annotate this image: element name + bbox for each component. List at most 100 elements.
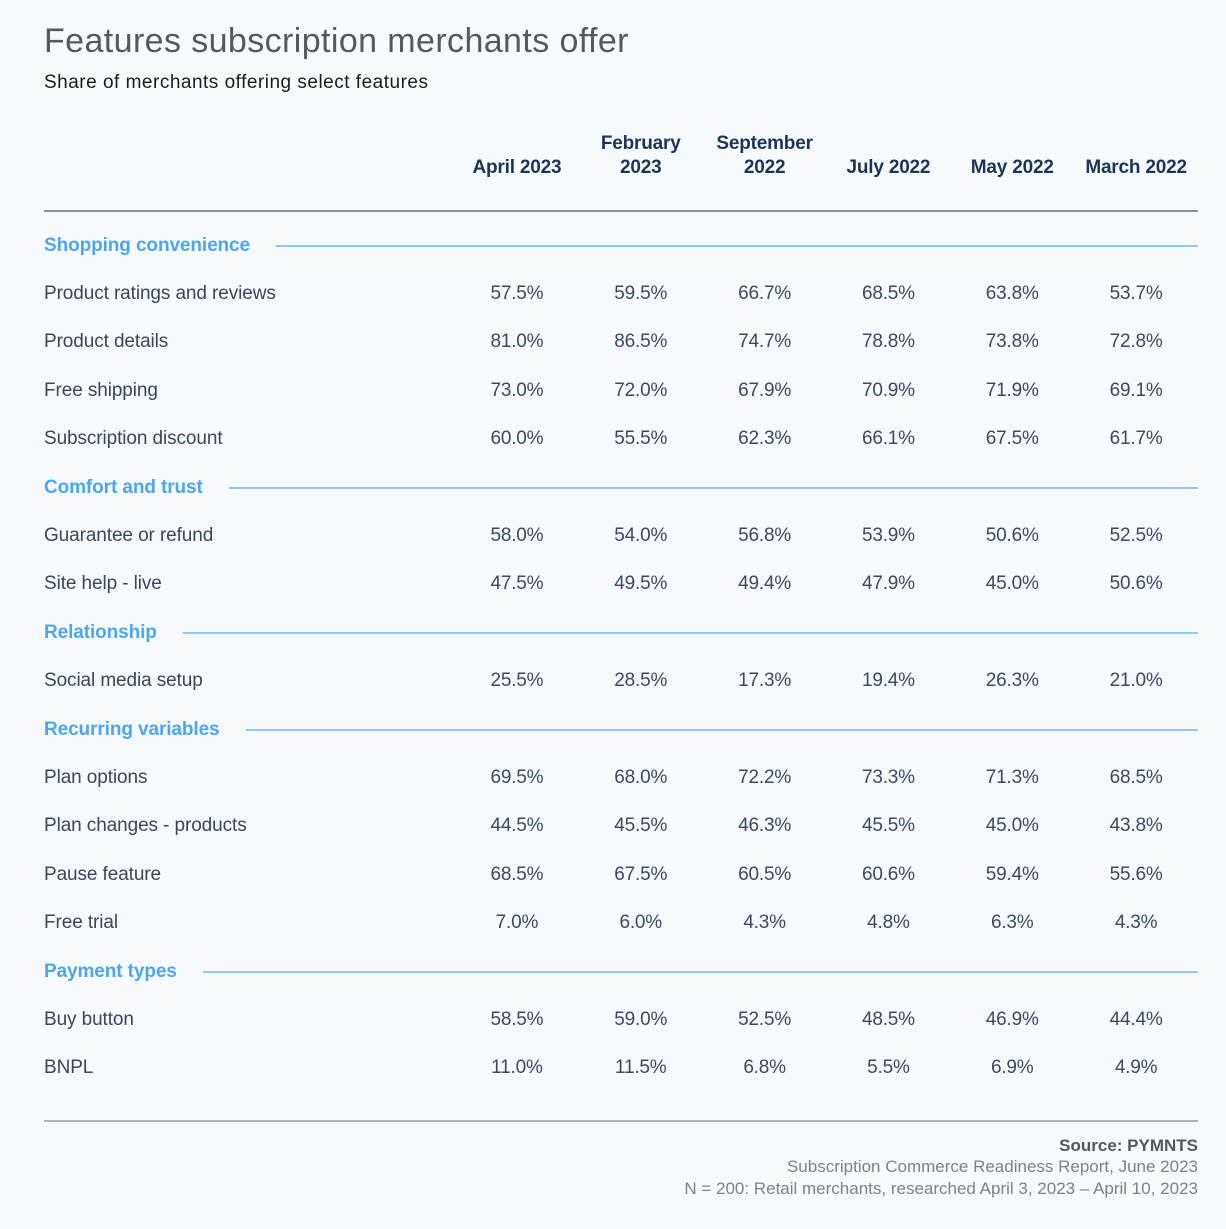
row-label: Site help - live xyxy=(44,573,162,595)
value-cell: 46.3% xyxy=(738,815,792,837)
value-cell: 58.0% xyxy=(490,525,544,547)
value-cell: 7.0% xyxy=(495,912,539,934)
value-cell: 6.0% xyxy=(619,912,662,934)
table-row: Social media setup 25.5% 28.5% 17.3% 19.4% 26… xyxy=(44,657,1198,705)
table-row: Product details 81.0% 86.5% 74.7% 78.8% 73.8%… xyxy=(44,318,1198,366)
value-cell: 45.5% xyxy=(861,815,915,837)
value-cell: 66.1% xyxy=(861,428,915,450)
value-cell: 45.0% xyxy=(985,573,1039,595)
section-header: Comfort and trust xyxy=(44,463,1198,511)
value-cell: 46.9% xyxy=(985,1008,1039,1030)
value-cell: 19.4% xyxy=(861,670,915,692)
value-cell: 11.5% xyxy=(615,1057,667,1079)
value-cell: 50.6% xyxy=(985,525,1039,547)
value-cell: 49.5% xyxy=(614,573,668,595)
value-cell: 50.6% xyxy=(1109,573,1163,595)
row-label: Guarantee or refund xyxy=(44,525,214,547)
value-cell: 62.3% xyxy=(738,428,792,450)
section-divider-line xyxy=(228,486,1198,489)
value-cell: 74.7% xyxy=(738,331,792,353)
table-row: Pause feature 68.5% 67.5% 60.5% 60.6% 59.4% 55… xyxy=(44,851,1198,899)
table-row: Plan changes - products 44.5% 45.5% 46.3% 45… xyxy=(44,802,1198,850)
value-cell: 53.7% xyxy=(1109,283,1163,305)
value-cell: 58.5% xyxy=(490,1008,544,1030)
value-cell: 28.5% xyxy=(614,670,668,692)
table-row: Guarantee or refund 58.0% 54.0% 56.8% 53.9% 5… xyxy=(44,512,1198,560)
value-cell: 47.9% xyxy=(861,573,915,595)
value-cell: 61.7% xyxy=(1109,428,1163,450)
row-label: Free trial xyxy=(44,912,118,934)
table-row: Buy button 58.5% 59.0% 52.5% 48.5% 46.9% 44.4% xyxy=(44,996,1198,1044)
column-header: September 2022 xyxy=(716,132,813,178)
table-row: Product ratings and reviews 57.5% 59.5% 66.… xyxy=(44,270,1198,318)
value-cell: 44.5% xyxy=(490,815,544,837)
value-cell: 59.5% xyxy=(614,283,668,305)
row-label: BNPL xyxy=(44,1057,94,1079)
column-header: February 2023 xyxy=(600,132,681,178)
value-cell: 72.8% xyxy=(1109,331,1163,353)
section-header: Shopping convenience xyxy=(44,222,1198,270)
value-cell: 67.5% xyxy=(985,428,1039,450)
value-cell: 56.8% xyxy=(738,525,792,547)
report-name-note: Subscription Commerce Readiness Report, … xyxy=(786,1157,1198,1177)
row-label: Free shipping xyxy=(44,379,158,401)
value-cell: 43.8% xyxy=(1109,815,1163,837)
value-cell: 81.0% xyxy=(490,331,544,353)
section-header: Recurring variables xyxy=(44,705,1198,753)
table-row: Free trial 7.0% 6.0% 4.3% 4.8% 6.3% 4.3% xyxy=(44,899,1198,947)
value-cell: 60.0% xyxy=(490,428,544,450)
table-row: Plan options 69.5% 68.0% 72.2% 73.3% 71.3% 68.… xyxy=(44,754,1198,802)
table-body: Shopping convenience Product ratings and … xyxy=(44,212,1198,1093)
column-header: May 2022 xyxy=(970,156,1054,178)
value-cell: 4.9% xyxy=(1114,1057,1158,1079)
value-cell: 72.0% xyxy=(614,379,668,401)
section-header: Relationship xyxy=(44,609,1198,657)
table-row: Subscription discount 60.0% 55.5% 62.3% 66.1… xyxy=(44,415,1198,463)
value-cell: 72.2% xyxy=(738,766,792,788)
table-row: BNPL 11.0% 11.5% 6.8% 5.5% 6.9% 4.9% xyxy=(44,1044,1198,1092)
page-title: Features subscription merchants offer xyxy=(44,22,629,60)
value-cell: 57.5% xyxy=(490,283,544,305)
footer: Source: PYMNTS Subscription Commerce Rea… xyxy=(44,1135,1198,1200)
section-header: Payment types xyxy=(44,947,1198,995)
section-divider-line xyxy=(182,631,1198,634)
row-label: Plan options xyxy=(44,766,148,788)
value-cell: 6.3% xyxy=(990,912,1034,934)
row-label: Product ratings and reviews xyxy=(44,283,276,305)
value-cell: 69.5% xyxy=(490,766,544,788)
value-cell: 86.5% xyxy=(614,331,668,353)
value-cell: 5.5% xyxy=(867,1057,910,1079)
value-cell: 68.5% xyxy=(1109,766,1163,788)
value-cell: 45.5% xyxy=(614,815,668,837)
value-cell: 49.4% xyxy=(738,573,792,595)
section-divider-line xyxy=(275,244,1198,247)
value-cell: 26.3% xyxy=(985,670,1039,692)
value-cell: 45.0% xyxy=(985,815,1039,837)
value-cell: 6.9% xyxy=(990,1057,1034,1079)
page-subtitle: Share of merchants offering select featu… xyxy=(44,71,429,93)
value-cell: 63.8% xyxy=(985,283,1039,305)
value-cell: 54.0% xyxy=(614,525,668,547)
footer-divider-rule xyxy=(44,1119,1198,1122)
value-cell: 47.5% xyxy=(490,573,544,595)
row-label: Plan changes - products xyxy=(44,815,247,837)
row-label: Buy button xyxy=(44,1008,134,1030)
value-cell: 69.1% xyxy=(1109,379,1163,401)
value-cell: 60.5% xyxy=(738,863,792,885)
value-cell: 53.9% xyxy=(861,525,915,547)
table-row: Site help - live 47.5% 49.5% 49.4% 47.9% 45.0… xyxy=(44,560,1198,608)
value-cell: 48.5% xyxy=(861,1008,915,1030)
value-cell: 6.8% xyxy=(743,1057,786,1079)
value-cell: 60.6% xyxy=(861,863,915,885)
value-cell: 17.3% xyxy=(738,670,792,692)
value-cell: 71.3% xyxy=(985,766,1039,788)
value-cell: 67.5% xyxy=(614,863,668,885)
value-cell: 25.5% xyxy=(490,670,544,692)
column-header: April 2023 xyxy=(472,156,562,178)
value-cell: 68.5% xyxy=(861,283,915,305)
value-cell: 44.4% xyxy=(1109,1008,1163,1030)
value-cell: 52.5% xyxy=(1109,525,1163,547)
value-cell: 73.8% xyxy=(985,331,1039,353)
value-cell: 70.9% xyxy=(861,379,915,401)
